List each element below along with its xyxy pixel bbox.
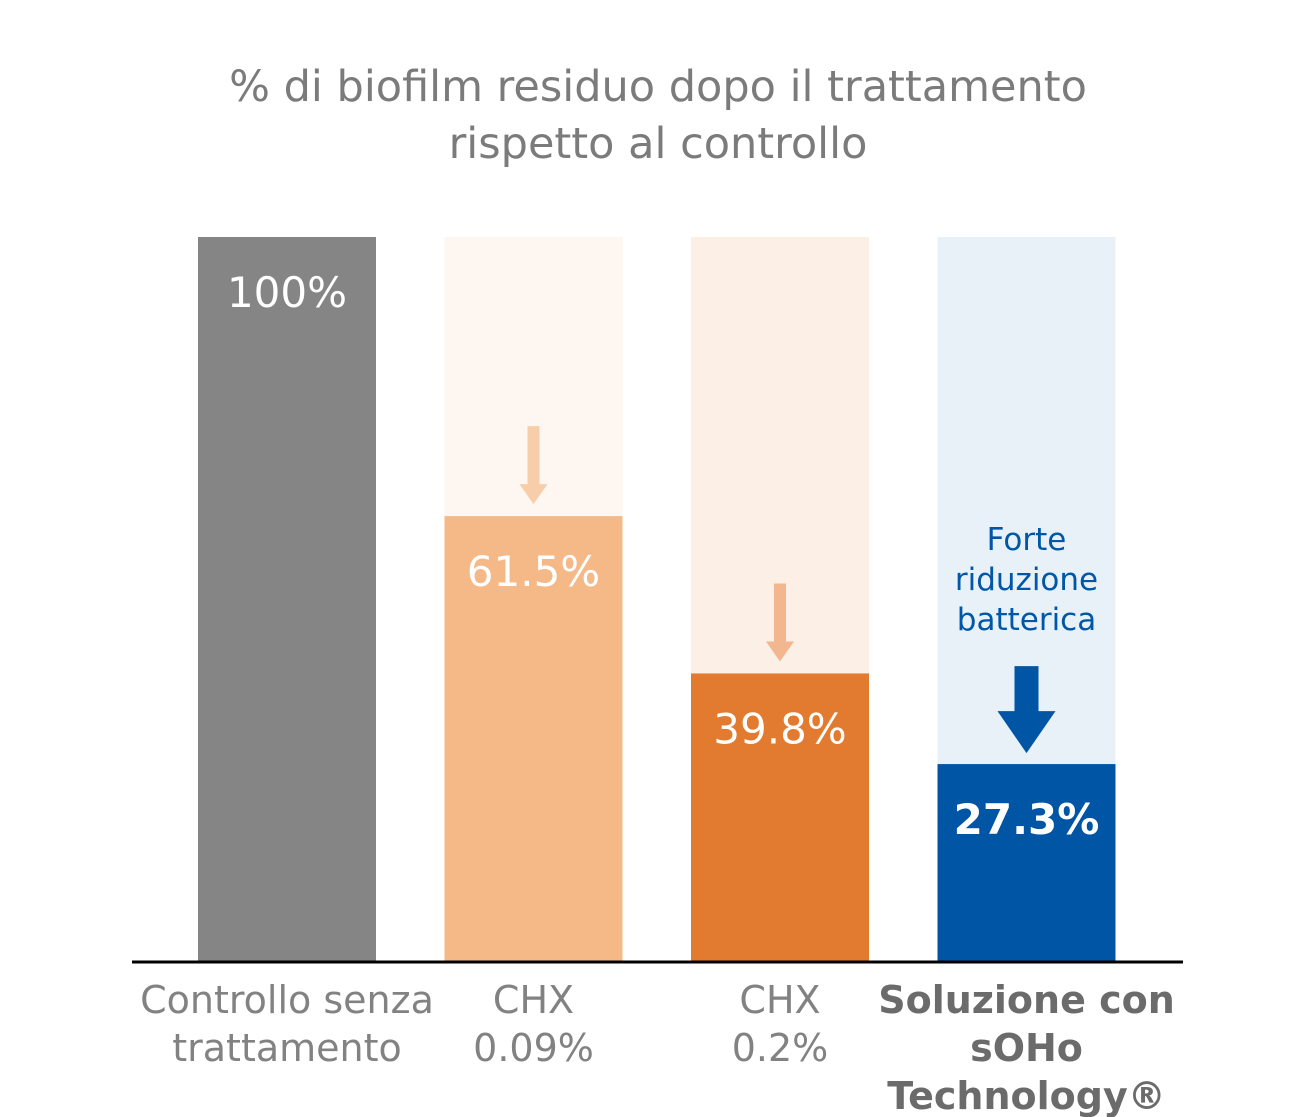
down-arrow-icon-3 — [997, 666, 1056, 754]
category-label-1-line-0: CHX — [493, 978, 574, 1022]
bar-value-label-3: 27.3% — [954, 795, 1100, 844]
category-label-2-line-1: 0.2% — [732, 1026, 829, 1070]
annotation-line-0: Forte — [987, 522, 1067, 558]
annotation-line-1: riduzione — [955, 562, 1098, 598]
chart-title-line-2: rispetto al controllo — [449, 119, 868, 169]
category-label-2-line-0: CHX — [739, 978, 820, 1022]
bar-value-label-2: 39.8% — [713, 704, 846, 753]
down-arrow-icon-2 — [766, 583, 794, 662]
category-label-1-line-1: 0.09% — [473, 1026, 594, 1070]
bar-2 — [691, 673, 869, 962]
category-label-3-line-1: sOHo — [970, 1026, 1083, 1070]
category-label-0-line-0: Controllo senza — [140, 978, 434, 1022]
category-label-0-line-1: trattamento — [172, 1026, 402, 1070]
chart-title-line-1: % di biofilm residuo dopo il trattamento — [229, 62, 1087, 112]
down-arrow-icon-1 — [519, 426, 548, 505]
bar-3 — [937, 764, 1116, 962]
bar-1 — [444, 516, 623, 962]
bar-value-label-1: 61.5% — [467, 547, 600, 596]
category-labels: Controllo senzatrattamentoCHX0.09%CHX0.2… — [140, 978, 1175, 1117]
plot-area: 100% 61.5% 39.8% 27.3% Forte riduzione batteri… — [198, 237, 1116, 962]
category-label-3-line-0: Soluzione con — [878, 978, 1175, 1022]
bar-0 — [198, 237, 376, 962]
annotation-line-2: batterica — [957, 602, 1096, 638]
chart-title: % di biofilm residuo dopo il trattamento… — [229, 62, 1087, 169]
bar-value-label-0: 100% — [227, 268, 347, 317]
category-label-3-line-2: Technology® — [887, 1074, 1166, 1117]
